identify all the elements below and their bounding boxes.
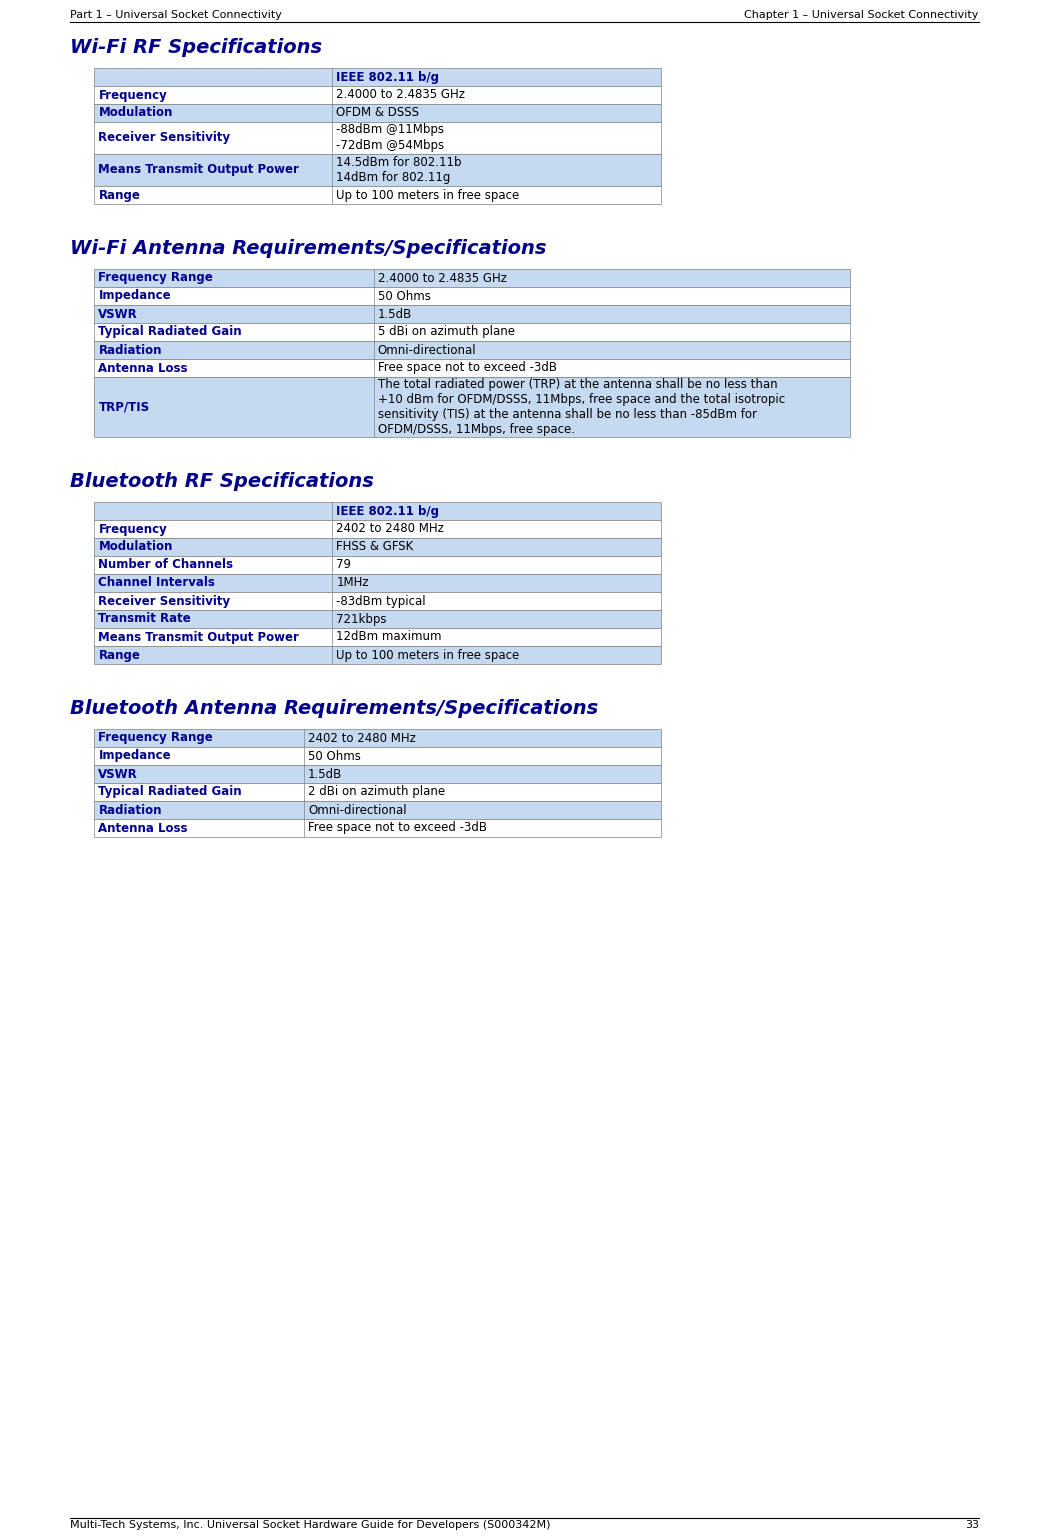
Text: IEEE 802.11 b/g: IEEE 802.11 b/g: [337, 71, 440, 83]
Text: Chapter 1 – Universal Socket Connectivity: Chapter 1 – Universal Socket Connectivit…: [745, 9, 979, 20]
Bar: [94, 537, 661, 556]
Text: Means Transmit Output Power: Means Transmit Output Power: [99, 630, 299, 644]
Text: Multi-Tech Systems, Inc. Universal Socket Hardware Guide for Developers (S000342: Multi-Tech Systems, Inc. Universal Socke…: [70, 1520, 551, 1531]
Text: The total radiated power (TRP) at the antenna shall be no less than: The total radiated power (TRP) at the an…: [378, 377, 777, 391]
Bar: [94, 819, 661, 838]
Text: Antenna Loss: Antenna Loss: [99, 821, 188, 835]
Text: Receiver Sensitivity: Receiver Sensitivity: [99, 131, 231, 145]
Bar: [94, 340, 850, 359]
Text: Typical Radiated Gain: Typical Radiated Gain: [99, 785, 242, 799]
Text: +10 dBm for OFDM/DSSS, 11Mbps, free space and the total isotropic: +10 dBm for OFDM/DSSS, 11Mbps, free spac…: [378, 393, 785, 407]
Text: Part 1 – Universal Socket Connectivity: Part 1 – Universal Socket Connectivity: [70, 9, 282, 20]
Text: Impedance: Impedance: [99, 750, 171, 762]
Text: 12dBm maximum: 12dBm maximum: [337, 630, 442, 644]
Text: Range: Range: [99, 188, 141, 202]
Text: sensitivity (TIS) at the antenna shall be no less than -85dBm for: sensitivity (TIS) at the antenna shall b…: [378, 408, 757, 420]
Text: Wi-Fi RF Specifications: Wi-Fi RF Specifications: [70, 38, 322, 57]
Text: 2.4000 to 2.4835 GHz: 2.4000 to 2.4835 GHz: [337, 88, 466, 102]
Bar: [94, 801, 661, 819]
Bar: [94, 377, 850, 437]
Text: 1.5dB: 1.5dB: [378, 308, 412, 320]
Text: Modulation: Modulation: [99, 541, 173, 553]
Text: 50 Ohms: 50 Ohms: [308, 750, 361, 762]
Text: Up to 100 meters in free space: Up to 100 meters in free space: [337, 648, 519, 662]
Text: OFDM & DSSS: OFDM & DSSS: [337, 106, 420, 120]
Text: 14dBm for 802.11g: 14dBm for 802.11g: [337, 171, 451, 185]
Text: Free space not to exceed -3dB: Free space not to exceed -3dB: [378, 362, 557, 374]
Text: -88dBm @11Mbps: -88dBm @11Mbps: [337, 123, 445, 137]
Bar: [94, 521, 661, 537]
Text: Bluetooth Antenna Requirements/Specifications: Bluetooth Antenna Requirements/Specifica…: [70, 699, 599, 718]
Text: TRP/TIS: TRP/TIS: [99, 400, 150, 414]
Text: Omni-directional: Omni-directional: [308, 804, 407, 816]
Text: Antenna Loss: Antenna Loss: [99, 362, 188, 374]
Text: VSWR: VSWR: [99, 767, 138, 781]
Bar: [94, 68, 661, 86]
Text: 2 dBi on azimuth plane: 2 dBi on azimuth plane: [308, 785, 445, 799]
Text: Up to 100 meters in free space: Up to 100 meters in free space: [337, 188, 519, 202]
Text: 50 Ohms: 50 Ohms: [378, 290, 431, 302]
Bar: [94, 122, 661, 154]
Text: IEEE 802.11 b/g: IEEE 802.11 b/g: [337, 505, 440, 517]
Bar: [94, 286, 850, 305]
Text: Frequency Range: Frequency Range: [99, 271, 213, 285]
Text: Frequency Range: Frequency Range: [99, 732, 213, 744]
Bar: [94, 270, 850, 286]
Text: FHSS & GFSK: FHSS & GFSK: [337, 541, 413, 553]
Text: 5 dBi on azimuth plane: 5 dBi on azimuth plane: [378, 325, 515, 339]
Text: Range: Range: [99, 648, 141, 662]
Text: VSWR: VSWR: [99, 308, 138, 320]
Bar: [94, 305, 850, 323]
Text: Number of Channels: Number of Channels: [99, 559, 234, 571]
Bar: [94, 556, 661, 574]
Bar: [94, 728, 661, 747]
Bar: [94, 782, 661, 801]
Text: Omni-directional: Omni-directional: [378, 343, 476, 356]
Text: 2402 to 2480 MHz: 2402 to 2480 MHz: [308, 732, 415, 744]
Text: 2402 to 2480 MHz: 2402 to 2480 MHz: [337, 522, 444, 536]
Text: -83dBm typical: -83dBm typical: [337, 594, 426, 607]
Text: 79: 79: [337, 559, 351, 571]
Text: -72dBm @54Mbps: -72dBm @54Mbps: [337, 140, 445, 152]
Bar: [94, 86, 661, 105]
Bar: [94, 186, 661, 203]
Bar: [94, 628, 661, 645]
Text: Radiation: Radiation: [99, 343, 162, 356]
Text: Frequency: Frequency: [99, 88, 167, 102]
Bar: [94, 610, 661, 628]
Bar: [94, 591, 661, 610]
Bar: [94, 765, 661, 782]
Text: Bluetooth RF Specifications: Bluetooth RF Specifications: [70, 471, 374, 491]
Text: 2.4000 to 2.4835 GHz: 2.4000 to 2.4835 GHz: [378, 271, 507, 285]
Bar: [94, 154, 661, 186]
Text: Typical Radiated Gain: Typical Radiated Gain: [99, 325, 242, 339]
Text: Receiver Sensitivity: Receiver Sensitivity: [99, 594, 231, 607]
Bar: [94, 359, 850, 377]
Text: Modulation: Modulation: [99, 106, 173, 120]
Text: Means Transmit Output Power: Means Transmit Output Power: [99, 163, 299, 177]
Text: Frequency: Frequency: [99, 522, 167, 536]
Bar: [94, 574, 661, 591]
Text: OFDM/DSSS, 11Mbps, free space.: OFDM/DSSS, 11Mbps, free space.: [378, 424, 575, 436]
Text: 14.5dBm for 802.11b: 14.5dBm for 802.11b: [337, 156, 462, 168]
Bar: [94, 323, 850, 340]
Text: Wi-Fi Antenna Requirements/Specifications: Wi-Fi Antenna Requirements/Specification…: [70, 239, 547, 259]
Text: Channel Intervals: Channel Intervals: [99, 576, 215, 590]
Text: 1MHz: 1MHz: [337, 576, 369, 590]
Text: 1.5dB: 1.5dB: [308, 767, 342, 781]
Text: Transmit Rate: Transmit Rate: [99, 613, 191, 625]
Text: Impedance: Impedance: [99, 290, 171, 302]
Bar: [94, 747, 661, 765]
Text: 721kbps: 721kbps: [337, 613, 387, 625]
Text: Free space not to exceed -3dB: Free space not to exceed -3dB: [308, 821, 487, 835]
Text: 33: 33: [965, 1520, 979, 1531]
Bar: [94, 105, 661, 122]
Bar: [94, 645, 661, 664]
Bar: [94, 502, 661, 521]
Text: Radiation: Radiation: [99, 804, 162, 816]
